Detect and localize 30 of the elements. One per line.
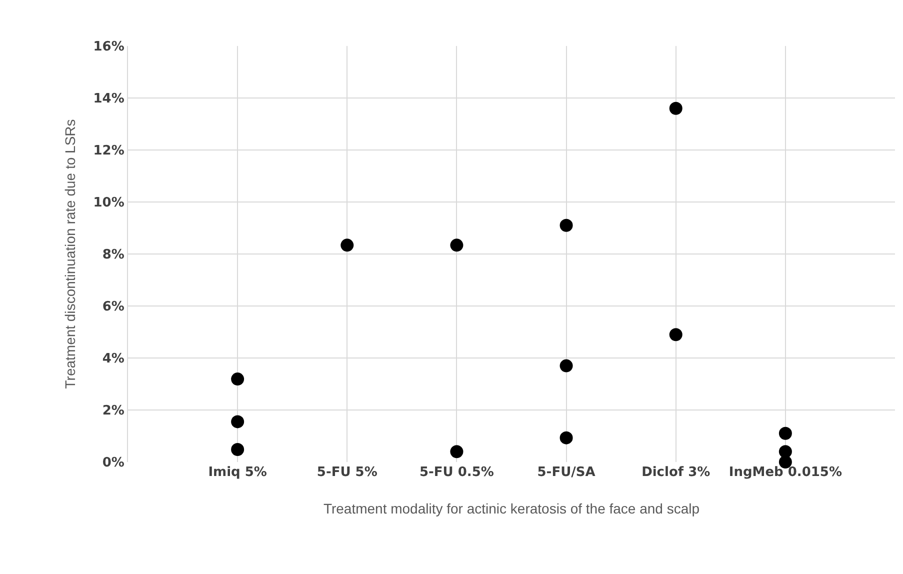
y-tick-label: 12% <box>93 144 124 159</box>
y-tick-label: 10% <box>93 196 124 211</box>
y-axis-title: Treatment discontinuation rate due to LSRs <box>62 119 78 389</box>
point <box>231 372 244 386</box>
y-tick-label: 4% <box>102 352 124 367</box>
y-tick-label: 14% <box>93 92 124 107</box>
y-tick-label: 16% <box>93 40 124 55</box>
y-tick-label: 8% <box>102 248 124 263</box>
point <box>340 238 354 252</box>
x-tick-label: Imiq 5% <box>208 465 267 480</box>
y-tick-label: 6% <box>102 300 124 315</box>
y-tick-label: 2% <box>102 404 124 419</box>
point <box>669 102 682 115</box>
point <box>231 415 244 428</box>
point <box>778 426 792 440</box>
point <box>560 218 573 232</box>
point <box>450 445 464 458</box>
x-tick-label: Diclof 3% <box>642 465 710 480</box>
x-tick-label: 5-FU/SA <box>537 465 596 480</box>
point <box>560 431 573 444</box>
point <box>778 445 792 458</box>
x-tick-label: 5-FU 0.5% <box>419 465 494 480</box>
point <box>560 359 573 372</box>
x-axis-title: Treatment modality for actinic keratosis of the face and scalp <box>323 500 700 516</box>
point <box>669 328 682 342</box>
point <box>450 238 464 252</box>
x-tick-label: 5-FU 5% <box>316 465 378 480</box>
point <box>231 443 244 456</box>
x-tick-label: IngMeb 0.015% <box>728 465 842 480</box>
y-tick-label: 0% <box>102 456 124 471</box>
